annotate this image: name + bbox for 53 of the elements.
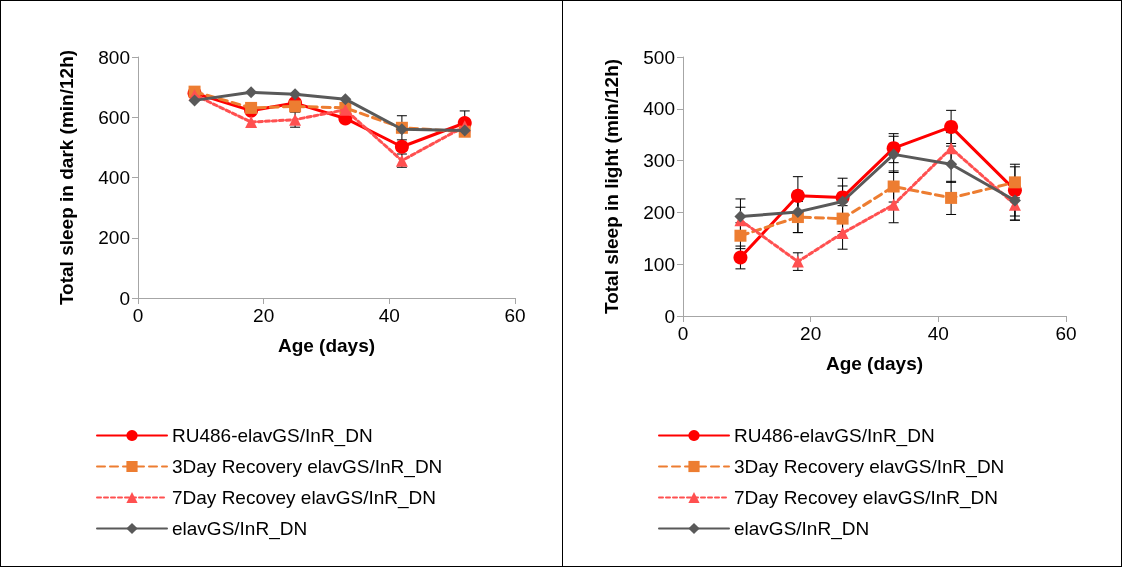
x-tick-label: 0 [132, 305, 144, 326]
y-axis-title: Total sleep in dark (min/12h) [56, 49, 77, 306]
point [289, 88, 302, 101]
point [945, 142, 958, 155]
legend-label: RU486-elavGS/InR_DN [734, 425, 935, 447]
y-tick-label: 400 [643, 98, 675, 120]
point [944, 119, 959, 134]
point [945, 158, 958, 171]
y-axis-title: Total sleep in light (min/12h) [601, 58, 622, 315]
point [188, 94, 201, 107]
point [836, 212, 849, 225]
y-tick-label: 600 [98, 106, 130, 128]
legend-label: 3Day Recovery elavGS/InR_DN [734, 456, 1005, 478]
legend-label: 3Day Recovery elavGS/InR_DN [172, 456, 443, 478]
y-tick-label: 0 [119, 287, 130, 309]
point [887, 180, 900, 193]
legend-label: elavGS/InR_DN [172, 518, 308, 540]
point [1008, 194, 1021, 207]
point [245, 86, 258, 99]
point [245, 116, 258, 129]
point [339, 93, 352, 106]
legend-label: elavGS/InR_DN [734, 518, 870, 540]
legend-label: RU486-elavGS/InR_DN [172, 425, 373, 447]
point [945, 191, 958, 204]
point [289, 100, 302, 113]
point [836, 195, 849, 208]
y-tick-label: 500 [643, 46, 675, 68]
point [394, 139, 409, 154]
y-tick-label: 200 [643, 201, 675, 223]
point [245, 101, 258, 114]
x-tick-label: 40 [378, 305, 400, 326]
legend-label: 7Day Recovey elavGS/InR_DN [172, 487, 436, 509]
point [887, 198, 900, 211]
legend-label: 7Day Recovey elavGS/InR_DN [734, 487, 998, 509]
x-tick-label: 60 [1055, 323, 1077, 344]
point [1008, 176, 1021, 189]
y-tick-label: 800 [98, 46, 130, 68]
x-tick-label: 0 [677, 323, 689, 344]
y-tick-label: 100 [643, 253, 675, 275]
x-tick-label: 60 [504, 305, 526, 326]
point [734, 229, 747, 242]
x-tick-label: 20 [253, 305, 275, 326]
x-tick-label: 40 [927, 323, 949, 344]
x-axis-title: Age (days) [825, 353, 924, 374]
point [836, 227, 849, 240]
y-tick-label: 200 [98, 227, 130, 249]
point [887, 148, 900, 161]
x-axis-title: Age (days) [277, 335, 376, 356]
y-tick-label: 300 [643, 150, 675, 172]
x-tick-label: 20 [800, 323, 822, 344]
y-tick-label: 400 [98, 167, 130, 188]
point [734, 210, 747, 223]
point [790, 188, 805, 203]
